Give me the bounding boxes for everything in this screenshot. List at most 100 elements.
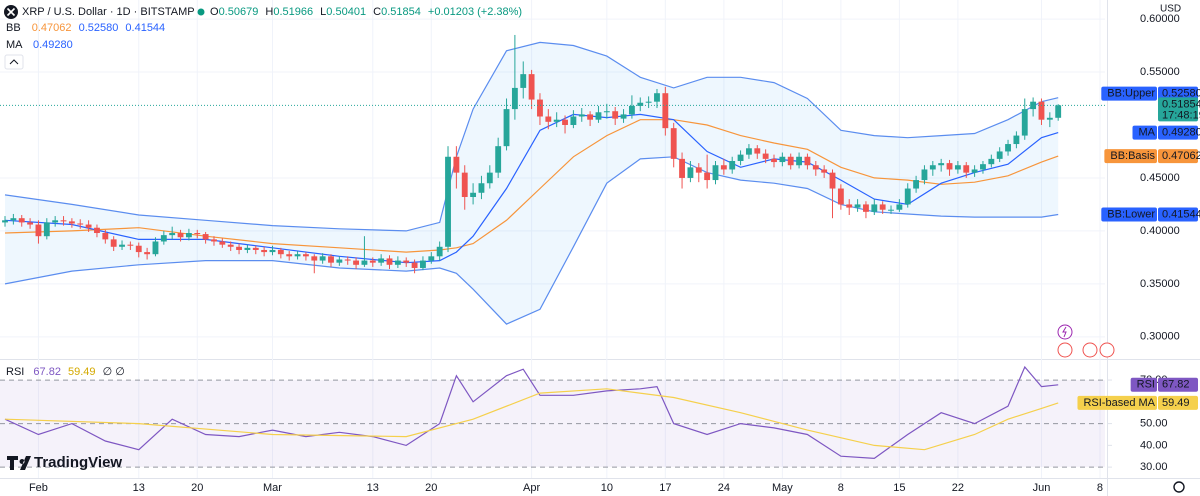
candle-body bbox=[77, 223, 84, 225]
ohlc-value: 0.51854 bbox=[381, 6, 421, 18]
collapse-icon bbox=[9, 59, 19, 65]
candle-body bbox=[386, 258, 393, 265]
event-icon[interactable] bbox=[1057, 342, 1073, 358]
candle-body bbox=[762, 153, 769, 159]
candle-body bbox=[85, 224, 92, 228]
ma-legend: MA 0.49280 bbox=[6, 39, 73, 51]
candle-body bbox=[821, 169, 828, 173]
x-tick-label: Jun bbox=[1033, 482, 1051, 494]
x-tick-label: Mar bbox=[263, 482, 282, 494]
x-tick-label: 20 bbox=[425, 482, 437, 494]
candle-body bbox=[553, 119, 560, 122]
candle-body bbox=[637, 102, 644, 106]
candle-body bbox=[503, 109, 510, 147]
candle-body bbox=[353, 260, 359, 265]
candle-body bbox=[854, 204, 861, 208]
candle-body bbox=[603, 111, 610, 113]
indicator-value: 0.49280 bbox=[33, 39, 73, 51]
candle-body bbox=[486, 172, 493, 184]
settings-icon[interactable] bbox=[1173, 481, 1185, 493]
indicator-extra: ∅ ∅ bbox=[103, 366, 125, 378]
candle-body bbox=[871, 204, 878, 212]
candle-body bbox=[277, 249, 284, 255]
x-tick-label: 24 bbox=[718, 482, 730, 494]
change: +0.01203 (+2.38%) bbox=[428, 6, 522, 18]
candle-body bbox=[896, 204, 903, 210]
price-tag-value: 0.47062 bbox=[1162, 150, 1200, 162]
price-tag-name: RSI bbox=[1137, 379, 1155, 391]
ohlc-value: 0.50401 bbox=[326, 6, 366, 18]
candle-body bbox=[160, 235, 167, 242]
currency[interactable]: USD bbox=[1160, 4, 1181, 15]
ohlc-value: 0.51966 bbox=[273, 6, 313, 18]
candle-body bbox=[311, 256, 318, 261]
candle-body bbox=[411, 262, 418, 268]
price-tag-label bbox=[1077, 395, 1157, 410]
price-tag bbox=[1158, 86, 1198, 101]
x-tick-label: 8 bbox=[838, 482, 844, 494]
candle-body bbox=[570, 116, 577, 125]
price-tag bbox=[1158, 207, 1198, 222]
collapse-button[interactable] bbox=[4, 54, 24, 70]
indicator-line bbox=[4, 41, 1059, 232]
candle-body bbox=[1038, 101, 1045, 120]
indicator-value: 0.47062 bbox=[32, 22, 72, 34]
candle-body bbox=[1005, 144, 1011, 152]
candle-body bbox=[169, 233, 176, 236]
candle-body bbox=[537, 99, 543, 117]
candle-body bbox=[286, 254, 293, 257]
candle-body bbox=[720, 165, 727, 170]
candle-body bbox=[470, 192, 477, 198]
candle-body bbox=[369, 260, 376, 263]
candle-body bbox=[10, 218, 17, 221]
x-tick-label: Feb bbox=[29, 482, 48, 494]
price-tag-label bbox=[1104, 149, 1157, 164]
candle-body bbox=[102, 233, 109, 240]
candle-body bbox=[52, 220, 59, 223]
event-icon[interactable] bbox=[1099, 342, 1115, 358]
candle-body bbox=[645, 101, 652, 103]
price-tag-value: 67.82 bbox=[1162, 379, 1190, 391]
candle-body bbox=[394, 260, 401, 265]
candle-body bbox=[737, 154, 744, 161]
symbol-icon-mark bbox=[6, 7, 16, 17]
x-tick-label: Apr bbox=[523, 482, 540, 494]
indicator-line bbox=[4, 388, 1059, 451]
rsi-legend: RSI 67.82 59.49 ∅ ∅ bbox=[6, 366, 125, 378]
candle-body bbox=[60, 220, 67, 222]
candle-body bbox=[302, 254, 309, 257]
candle-body bbox=[252, 247, 259, 250]
y-tick-label: 0.60000 bbox=[1140, 13, 1180, 25]
candle-body bbox=[595, 112, 602, 120]
candle-body bbox=[185, 233, 192, 238]
candle-body bbox=[236, 246, 242, 250]
x-tick-label: May bbox=[772, 482, 793, 494]
y-tick-label: 30.00 bbox=[1140, 461, 1168, 473]
candle-body bbox=[670, 128, 677, 159]
event-icon[interactable] bbox=[1082, 342, 1098, 358]
candle-body bbox=[227, 244, 234, 247]
price-tag-label bbox=[1130, 377, 1157, 392]
candle-body bbox=[1046, 117, 1053, 120]
candle-body bbox=[687, 167, 694, 178]
candle-body bbox=[771, 158, 777, 163]
candle-body bbox=[520, 74, 527, 88]
price-tag-value: 0.49280 bbox=[1162, 127, 1200, 139]
candle-body bbox=[319, 256, 326, 261]
candle-body bbox=[796, 156, 803, 166]
candle-body bbox=[495, 146, 502, 173]
candle-body bbox=[511, 87, 518, 110]
candle-body bbox=[127, 244, 134, 246]
price-tag-name: BB:Lower bbox=[1107, 208, 1155, 220]
candle-body bbox=[587, 114, 594, 120]
ohlc-key: C bbox=[373, 6, 381, 18]
candle-body bbox=[662, 93, 669, 129]
price-tag-label bbox=[1101, 207, 1157, 222]
indicator-value: 0.41544 bbox=[125, 22, 165, 34]
status-dot bbox=[197, 8, 205, 16]
candle-body bbox=[211, 239, 217, 242]
candle-body bbox=[562, 119, 568, 125]
candle-body bbox=[612, 111, 619, 119]
candle-body bbox=[746, 148, 752, 155]
